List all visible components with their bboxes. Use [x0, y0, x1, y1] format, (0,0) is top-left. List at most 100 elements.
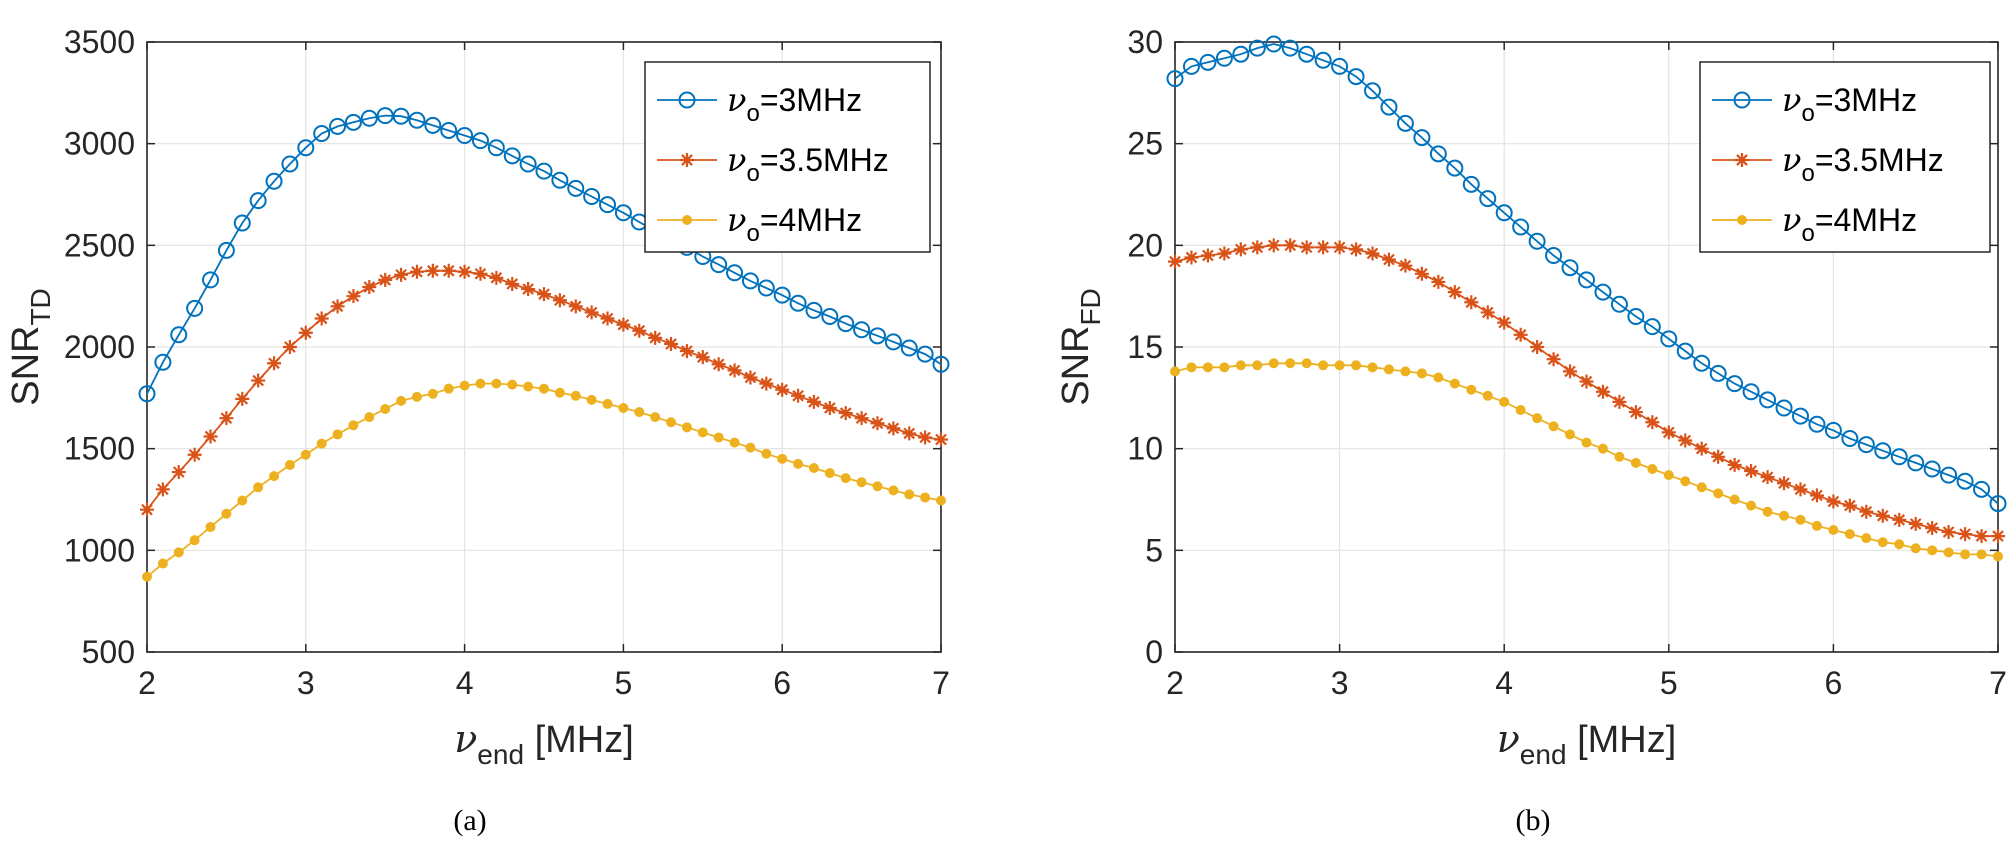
data-point — [1828, 525, 1839, 535]
data-point — [1614, 451, 1625, 462]
data-point — [154, 353, 172, 371]
data-point — [186, 299, 204, 317]
data-point — [1844, 529, 1855, 540]
data-point — [1826, 494, 1841, 509]
data-point — [140, 502, 154, 517]
data-point — [1416, 368, 1427, 379]
data-point — [1989, 495, 2007, 513]
data-point — [1841, 430, 1859, 447]
data-point — [1513, 327, 1528, 342]
data-point — [695, 350, 710, 365]
data-point — [475, 378, 486, 389]
data-point — [886, 421, 901, 436]
data-point — [745, 442, 756, 453]
data-point — [1565, 429, 1576, 440]
y-tick-label: 3000 — [64, 126, 135, 162]
y-axis-main: SNR — [1055, 326, 1097, 406]
data-point — [583, 188, 601, 206]
data-point — [409, 264, 424, 279]
data-point — [856, 477, 867, 488]
data-point — [1332, 240, 1347, 255]
data-point — [1545, 247, 1563, 264]
y-tick-label: 15 — [1127, 329, 1163, 365]
data-point — [344, 113, 362, 131]
data-point — [711, 357, 726, 372]
legend-subscript: o — [746, 160, 759, 187]
data-point — [138, 385, 156, 403]
x-tick-label: 6 — [1825, 665, 1843, 701]
data-point — [888, 485, 899, 496]
data-point — [664, 336, 679, 351]
y-axis-label: SNRTD — [5, 288, 56, 406]
data-point — [1910, 543, 1921, 554]
data-point — [443, 383, 454, 394]
data-point — [1630, 457, 1641, 468]
data-point — [1433, 372, 1444, 383]
data-point — [570, 390, 581, 401]
data-point — [632, 323, 647, 338]
x-axis-subscript: end — [1520, 739, 1567, 770]
data-point — [1811, 520, 1822, 531]
data-point — [726, 264, 744, 282]
data-point — [600, 311, 615, 326]
axes-box — [146, 41, 942, 653]
data-point — [1347, 68, 1365, 86]
data-point — [424, 116, 442, 134]
legend-marker — [680, 153, 694, 167]
data-point — [1890, 448, 1908, 466]
data-point — [666, 417, 677, 428]
data-point — [1795, 514, 1806, 525]
data-point — [1449, 378, 1460, 389]
chart-panel-1: 2 3 4 5 6 7500100015002000250030003500νo=3MHz… — [5, 24, 950, 837]
data-point — [1499, 396, 1510, 407]
data-point — [1746, 500, 1757, 511]
data-point — [219, 411, 234, 426]
data-point — [773, 286, 791, 304]
y-tick-label: 2000 — [64, 329, 135, 365]
data-point — [568, 299, 583, 314]
data-point — [297, 139, 315, 157]
data-point — [1842, 498, 1857, 513]
data-point — [346, 289, 361, 304]
data-point — [1742, 383, 1760, 401]
series-3 — [142, 378, 946, 582]
data-point — [554, 387, 565, 398]
data-point — [1182, 57, 1200, 75]
data-point — [838, 406, 853, 421]
data-point — [1923, 460, 1941, 478]
legend-label: νo=3MHz — [1782, 81, 1917, 127]
data-point — [1927, 545, 1938, 556]
data-point — [1578, 271, 1595, 289]
data-point — [1480, 305, 1495, 320]
data-point — [205, 521, 216, 532]
data-point — [1809, 488, 1824, 503]
data-point — [552, 293, 567, 308]
data-point — [457, 264, 472, 279]
data-point — [1217, 246, 1232, 261]
legend-symbol: ν — [1782, 81, 1801, 119]
data-point — [1400, 366, 1411, 377]
data-point — [1713, 488, 1724, 499]
data-point — [1219, 362, 1230, 373]
data-point — [537, 287, 551, 302]
legend-symbol: ν — [1782, 201, 1801, 239]
data-point — [808, 462, 819, 473]
data-point — [1462, 175, 1480, 193]
data-point — [1943, 547, 1954, 558]
data-point — [1515, 405, 1526, 416]
data-point — [1248, 39, 1266, 57]
data-point — [1956, 472, 1974, 490]
data-point — [253, 482, 264, 493]
data-point — [932, 355, 950, 373]
series-1 — [1166, 35, 2007, 513]
x-axis-subscript: end — [477, 739, 524, 770]
data-point — [1610, 295, 1628, 313]
data-point — [1331, 57, 1349, 75]
data-point — [821, 308, 839, 325]
data-point — [1974, 529, 1989, 544]
x-tick-label: 5 — [615, 665, 633, 701]
data-point — [1958, 527, 1973, 542]
x-tick-label: 2 — [138, 665, 156, 701]
